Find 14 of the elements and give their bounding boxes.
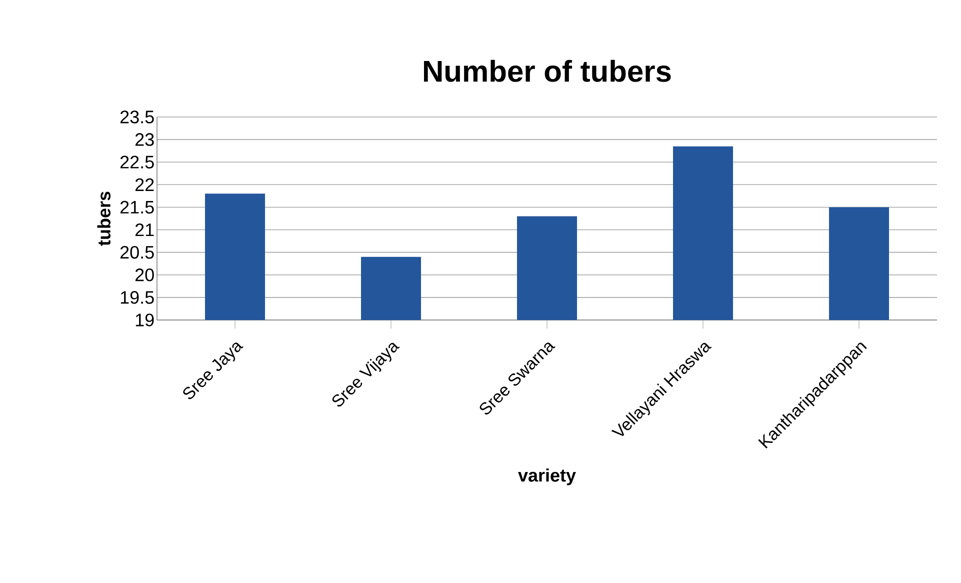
y-tick-label: 22	[135, 178, 154, 191]
y-tick-label: 20.5	[120, 246, 154, 259]
y-tick-label: 23	[135, 133, 154, 146]
y-tick-label: 21.5	[120, 200, 154, 214]
y-tick-label: 19	[136, 314, 154, 326]
x-tick-label: Sree Jaya	[183, 342, 244, 400]
y-tick-label: 20	[135, 268, 154, 282]
y-axis-title: tubers	[97, 192, 111, 246]
y-tick-label: 21	[135, 223, 154, 236]
y-tick-label: 22.5	[120, 156, 154, 168]
x-axis-title: variety	[518, 468, 576, 486]
y-tick-label: 23.5	[120, 110, 154, 124]
y-tick-label: 19.5	[120, 291, 154, 304]
chart-title: Number of tubers	[424, 60, 671, 82]
